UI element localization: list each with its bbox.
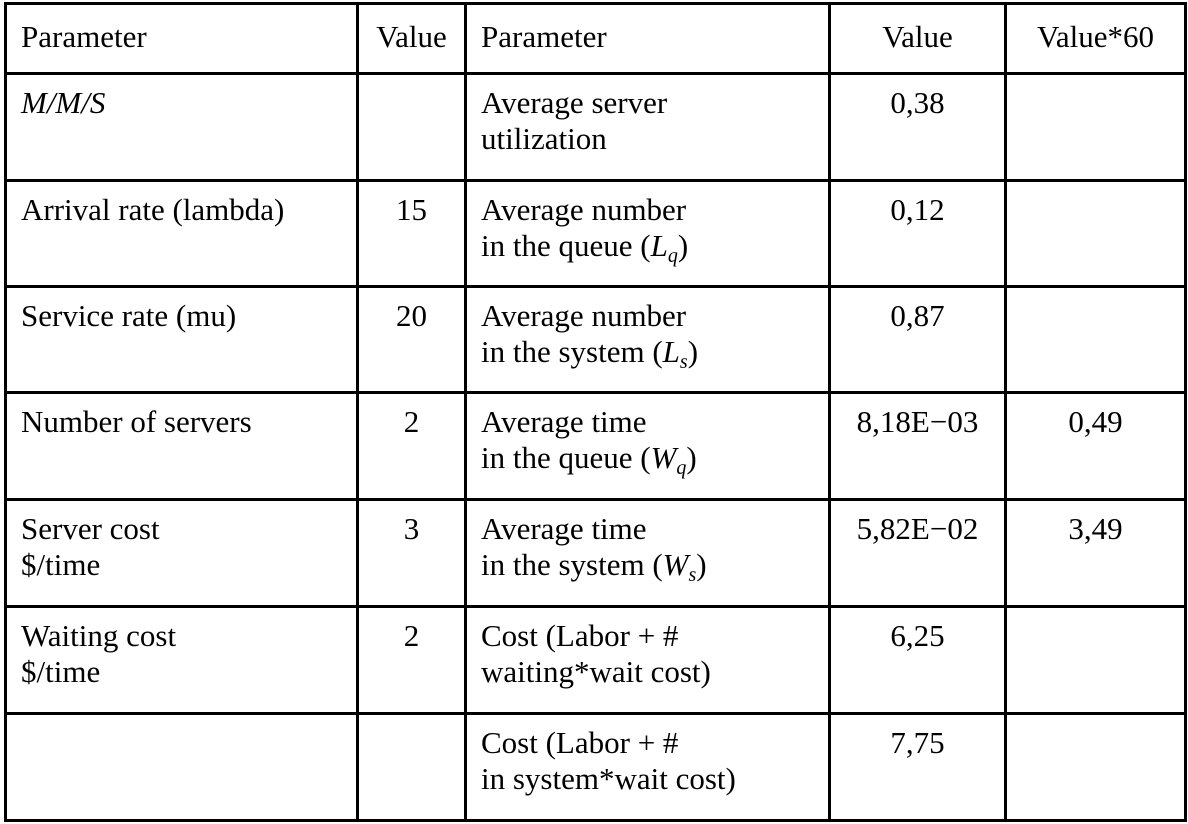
- subscript: q: [676, 457, 687, 479]
- input-value-cell: 2: [356, 605, 467, 715]
- input-parameter-line1: Server cost: [21, 511, 160, 546]
- output-parameter-line2: in the system (Ws): [481, 547, 707, 586]
- input-value-cell: [356, 72, 467, 182]
- input-parameter-cell: Arrival rate (lambda): [4, 179, 359, 288]
- output-parameter-line2: in system*wait cost): [481, 761, 736, 796]
- header-value-output: Value: [828, 2, 1007, 75]
- symbol: W: [662, 547, 689, 582]
- output-parameter-cell: Average number in the queue (Lq): [464, 179, 831, 288]
- input-parameter-cell: Server cost $/time: [4, 498, 359, 608]
- queuing-parameters-table: Parameter Value Parameter Value Value*60…: [4, 2, 1187, 822]
- input-parameter-line2: $/time: [21, 547, 101, 582]
- output-value-cell: 5,82E−02: [828, 498, 1007, 608]
- output-parameter-cell: Average server utilization: [464, 72, 831, 182]
- output-parameter-line2: waiting*wait cost): [481, 654, 711, 689]
- header-parameter-input: Parameter: [4, 2, 359, 75]
- table-row: Cost (Labor + # in system*wait cost) 7,7…: [4, 712, 1187, 822]
- input-parameter-line1: Waiting cost: [21, 618, 177, 653]
- output-parameter-cell: Cost (Labor + # waiting*wait cost): [464, 605, 831, 715]
- output-value60-cell: [1004, 179, 1187, 288]
- header-value-input: Value: [356, 2, 467, 75]
- output-value-cell: 0,38: [828, 72, 1007, 182]
- output-value-cell: 0,87: [828, 285, 1007, 394]
- symbol: L: [662, 334, 680, 369]
- input-value-cell: 3: [356, 498, 467, 608]
- model-type-cell: M/M/S: [4, 72, 359, 182]
- output-parameter-line1: Average time: [481, 511, 647, 546]
- output-value60-cell: [1004, 285, 1187, 394]
- output-parameter-line1: Average number: [481, 298, 687, 333]
- output-value60-cell: [1004, 72, 1187, 182]
- header-parameter-output: Parameter: [464, 2, 831, 75]
- output-value60-cell: 3,49: [1004, 498, 1187, 608]
- output-value60-cell: 0,49: [1004, 391, 1187, 501]
- output-parameter-cell: Average time in the queue (Wq): [464, 391, 831, 501]
- header-value-times-60: Value*60: [1004, 2, 1187, 75]
- input-value-cell: 2: [356, 391, 467, 501]
- output-value-cell: 7,75: [828, 712, 1007, 822]
- output-parameter-cell: Average number in the system (Ls): [464, 285, 831, 394]
- output-parameter-line1: Cost (Labor + #: [481, 618, 679, 653]
- output-value60-cell: [1004, 605, 1187, 715]
- output-parameter-line2: utilization: [481, 121, 607, 156]
- subscript: q: [667, 245, 678, 267]
- input-parameter-cell: Waiting cost $/time: [4, 605, 359, 715]
- output-parameter-line2: in the system (Ls): [481, 334, 699, 373]
- table-row: M/M/S Average server utilization 0,38: [4, 72, 1187, 182]
- table-row: Waiting cost $/time 2 Cost (Labor + # wa…: [4, 605, 1187, 715]
- output-parameter-cell: Cost (Labor + # in system*wait cost): [464, 712, 831, 822]
- input-value-cell: [356, 712, 467, 822]
- input-value-cell: 20: [356, 285, 467, 394]
- input-value-cell: 15: [356, 179, 467, 288]
- output-parameter-cell: Average time in the system (Ws): [464, 498, 831, 608]
- input-parameter-cell: Number of servers: [4, 391, 359, 501]
- output-parameter-line1: Average number: [481, 192, 687, 227]
- output-parameter-line1: Cost (Labor + #: [481, 725, 679, 760]
- symbol: L: [650, 228, 668, 263]
- output-parameter-line2: in the queue (Wq): [481, 440, 697, 479]
- subscript: s: [688, 564, 697, 586]
- table-row: Arrival rate (lambda) 15 Average number …: [4, 179, 1187, 288]
- output-value60-cell: [1004, 712, 1187, 822]
- output-value-cell: 8,18E−03: [828, 391, 1007, 501]
- input-parameter-cell: [4, 712, 359, 822]
- output-parameter-line2: in the queue (Lq): [481, 228, 689, 267]
- table-header-row: Parameter Value Parameter Value Value*60: [4, 2, 1187, 75]
- output-parameter-line1: Average server: [481, 85, 668, 120]
- table-row: Service rate (mu) 20 Average number in t…: [4, 285, 1187, 394]
- input-parameter-cell: Service rate (mu): [4, 285, 359, 394]
- input-parameter-line2: $/time: [21, 654, 101, 689]
- subscript: s: [679, 351, 688, 373]
- table-row: Server cost $/time 3 Average time in the…: [4, 498, 1187, 608]
- output-value-cell: 0,12: [828, 179, 1007, 288]
- output-value-cell: 6,25: [828, 605, 1007, 715]
- symbol: W: [650, 440, 677, 475]
- output-parameter-line1: Average time: [481, 404, 647, 439]
- table-row: Number of servers 2 Average time in the …: [4, 391, 1187, 501]
